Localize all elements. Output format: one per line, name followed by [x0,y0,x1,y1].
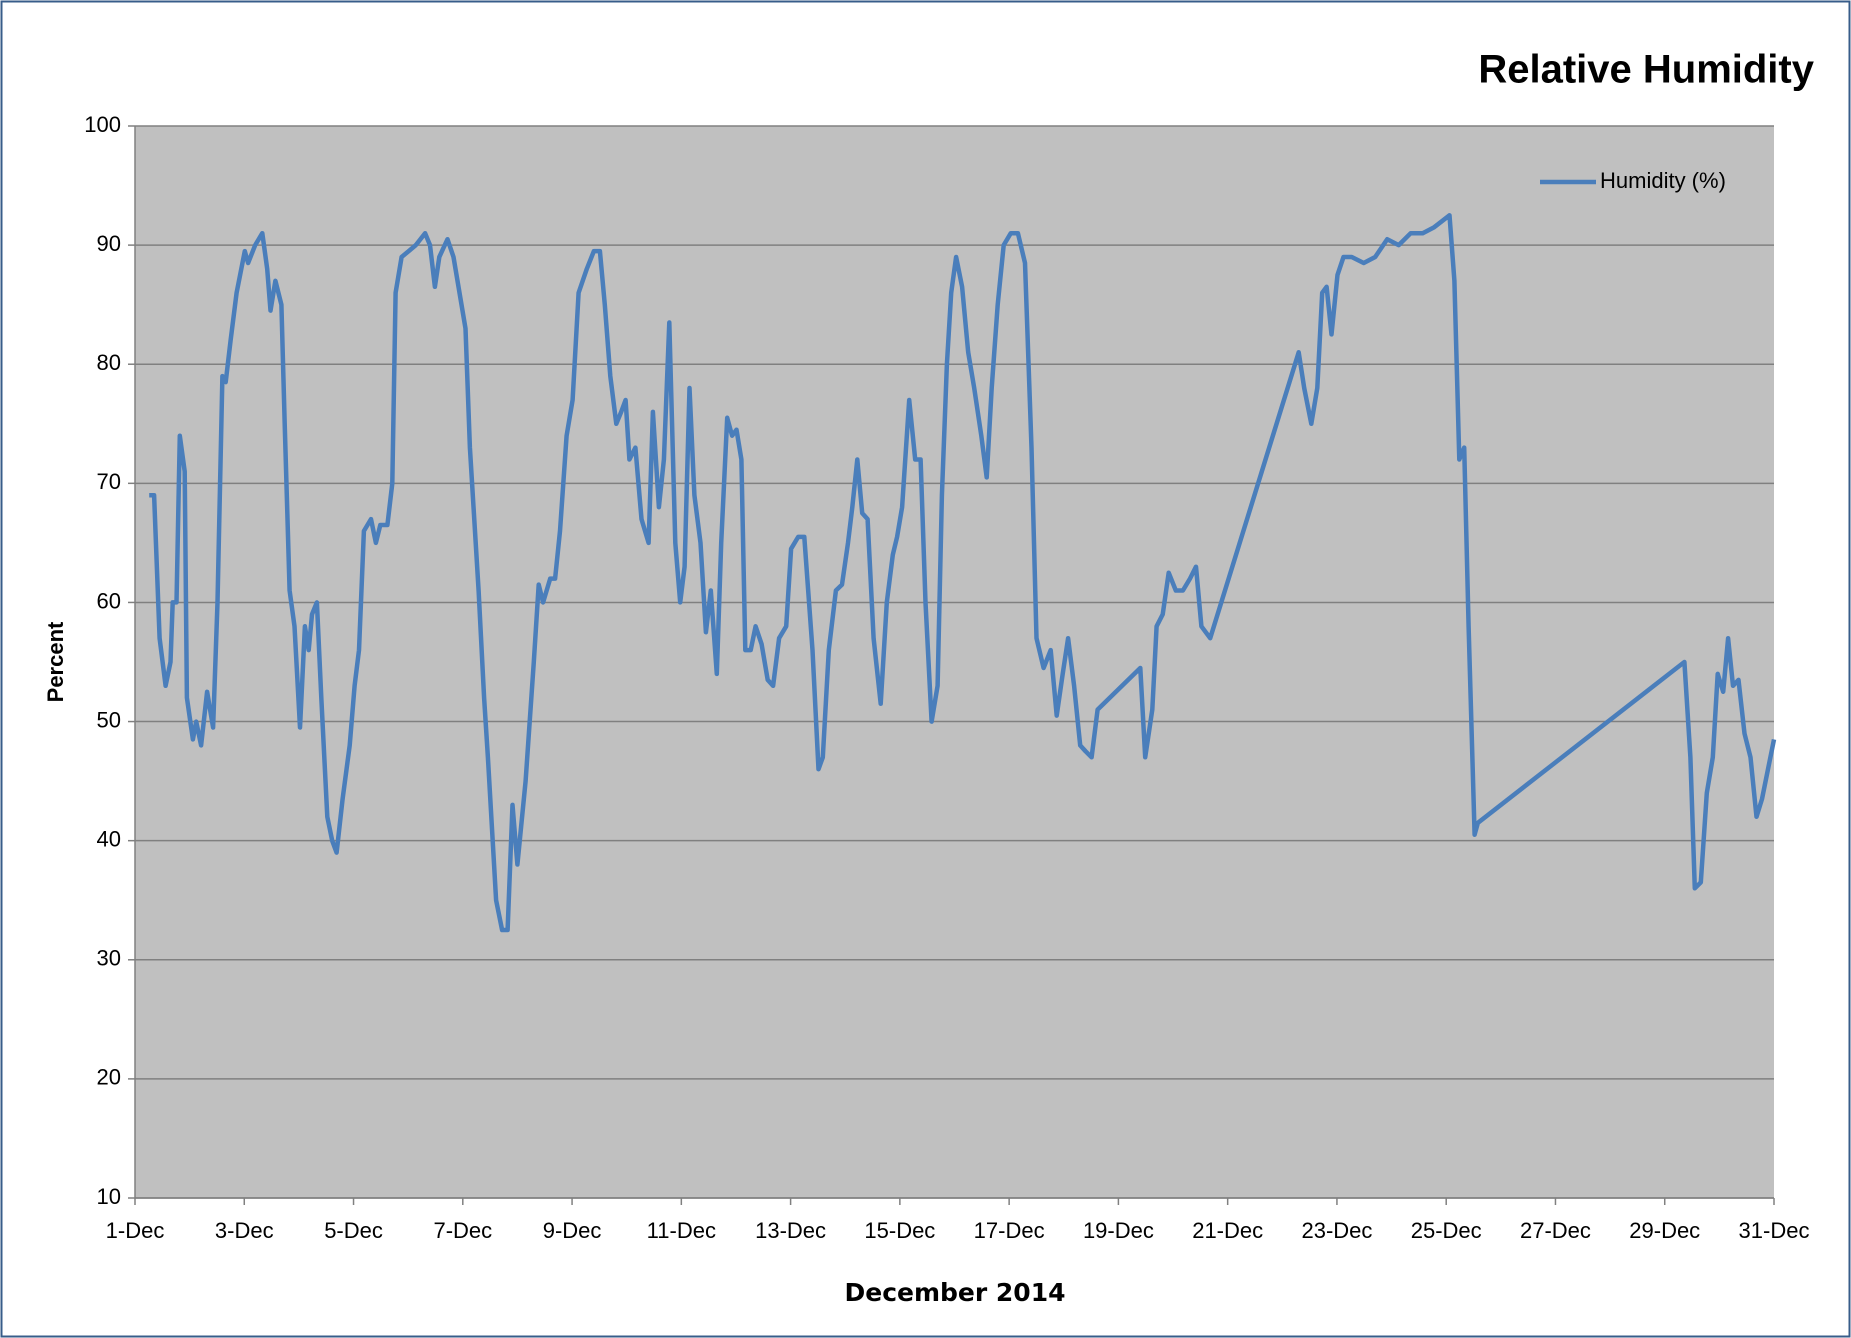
x-tick-label: 21-Dec [1192,1218,1263,1243]
x-tick-label: 13-Dec [755,1218,826,1243]
x-tick-label: 27-Dec [1520,1218,1591,1243]
chart-title: Relative Humidity [1478,48,1814,92]
x-tick-label: 7-Dec [433,1218,492,1243]
y-tick-label: 60 [97,588,121,613]
y-tick-label: 10 [97,1184,121,1209]
y-tick-label: 90 [97,231,121,256]
x-tick-label: 9-Dec [543,1218,602,1243]
legend-label: Humidity (%) [1600,168,1726,193]
y-tick-label: 40 [97,826,121,851]
x-axis-label: December 2014 [845,1278,1066,1307]
x-tick-label: 15-Dec [864,1218,935,1243]
y-tick-label: 30 [97,946,121,971]
x-tick-label: 17-Dec [974,1218,1045,1243]
x-tick-label: 3-Dec [215,1218,274,1243]
x-tick-label: 23-Dec [1301,1218,1372,1243]
x-tick-label: 1-Dec [106,1218,165,1243]
x-tick-label: 11-Dec [647,1218,716,1243]
plot-area [135,126,1774,1198]
x-tick-label: 31-Dec [1739,1218,1810,1243]
y-tick-label: 80 [97,350,121,375]
x-tick-label: 25-Dec [1411,1218,1482,1243]
y-tick-label: 70 [97,469,121,494]
y-tick-label: 50 [97,707,121,732]
data-line [149,213,1777,933]
x-tick-label: 19-Dec [1083,1218,1154,1243]
y-tick-label: 100 [84,112,121,137]
y-tick-label: 20 [97,1065,121,1090]
x-tick-label: 29-Dec [1629,1218,1700,1243]
y-axis-label: Percent [43,621,68,702]
x-tick-label: 5-Dec [324,1218,383,1243]
